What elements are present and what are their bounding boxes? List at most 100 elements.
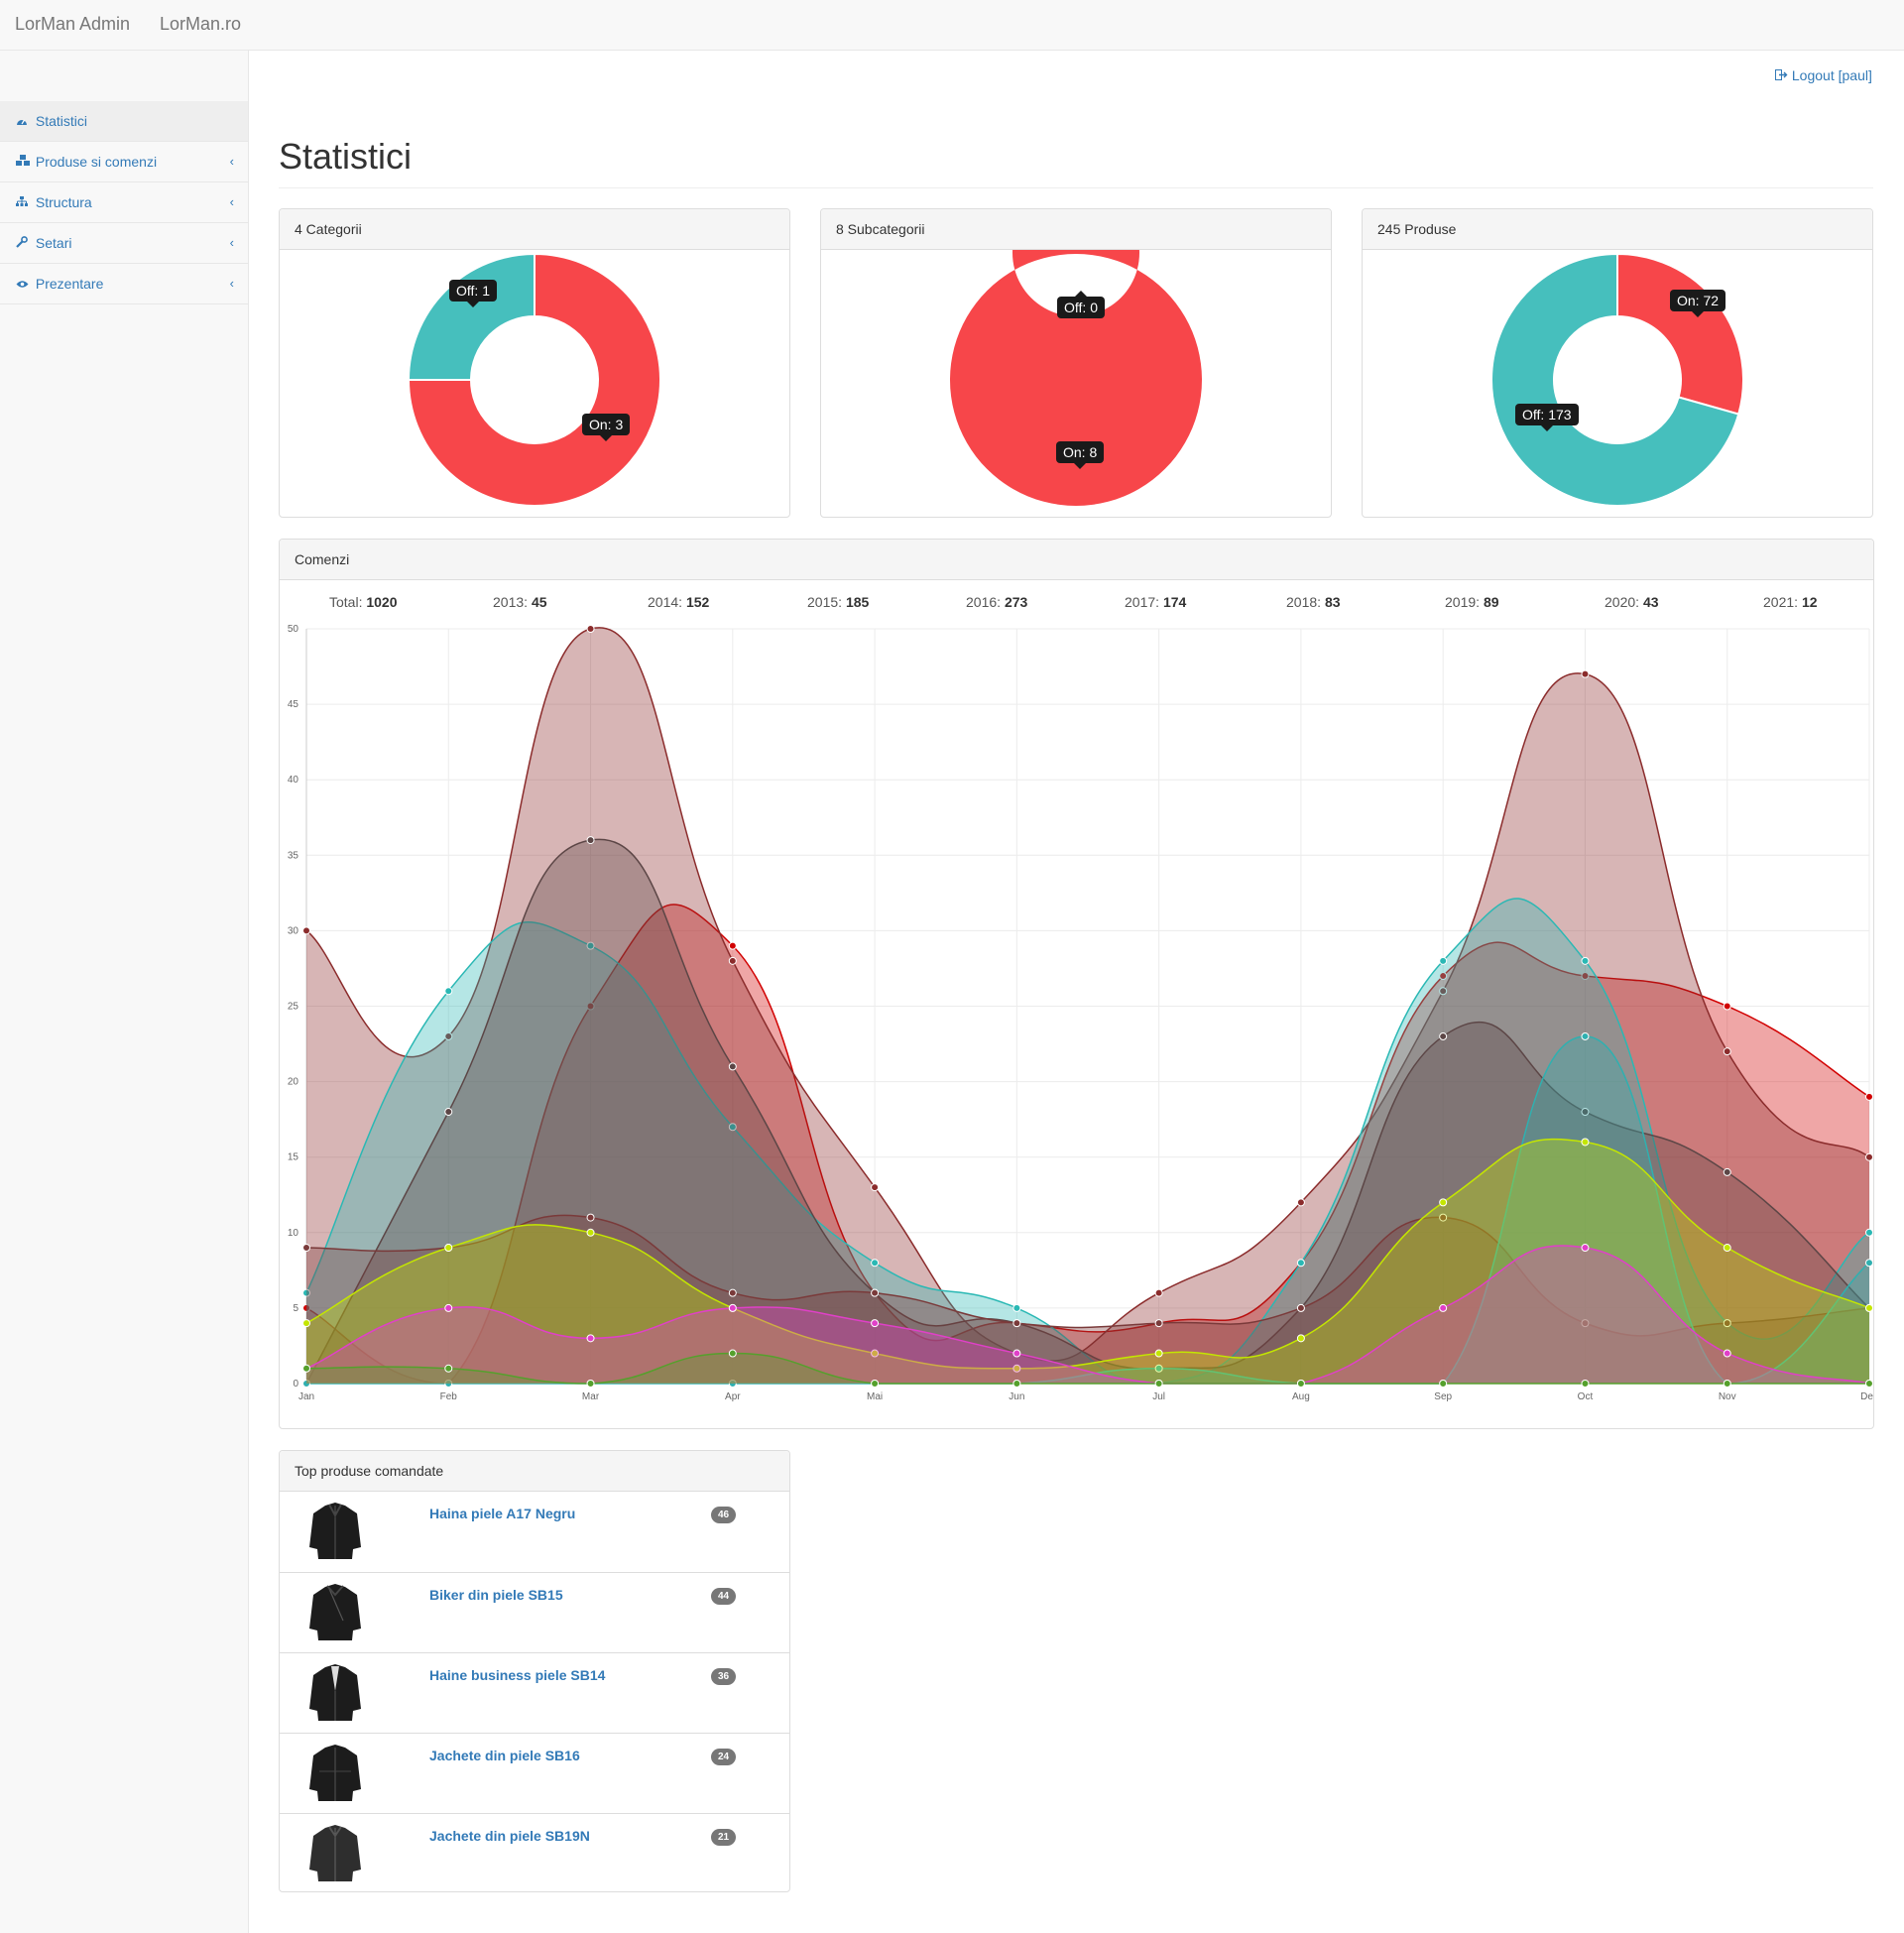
products-on-tooltip: On: 72: [1670, 290, 1726, 317]
x-tick-label: Mai: [867, 1391, 883, 1402]
sidebar-item-produse[interactable]: Produse si comenzi ‹: [0, 142, 248, 182]
sidebar-item-structura[interactable]: Structura ‹: [0, 182, 248, 223]
site-link[interactable]: LorMan.ro: [160, 14, 242, 34]
data-point: [1865, 1092, 1873, 1101]
series-area: [306, 1215, 1869, 1384]
data-point: [586, 1380, 595, 1388]
series-line: [305, 1138, 1870, 1370]
data-point: [1581, 1138, 1590, 1147]
data-point: [1723, 1167, 1731, 1176]
data-point: [728, 941, 737, 950]
data-point: [444, 987, 453, 996]
data-point: [1012, 1349, 1021, 1358]
on-segment: [950, 250, 1202, 506]
sidebar-item-label: Setari: [35, 235, 72, 251]
data-point: [1723, 1002, 1731, 1011]
x-tick-label: Jul: [1152, 1391, 1165, 1402]
product-thumbnail[interactable]: [305, 1581, 365, 1644]
data-point: [1012, 1319, 1021, 1328]
data-point: [1296, 1303, 1305, 1312]
count-badge: 24: [711, 1749, 737, 1765]
data-point: [1296, 1198, 1305, 1207]
data-point: [444, 1380, 453, 1388]
brand-link[interactable]: LorMan Admin: [15, 14, 131, 34]
data-point: [1865, 1152, 1873, 1161]
series-area: [306, 839, 1869, 1384]
data-point: [1154, 1319, 1163, 1328]
data-point: [586, 1228, 595, 1237]
products-off-tooltip: Off: 173: [1515, 404, 1579, 431]
series-area: [306, 1353, 1869, 1384]
data-point: [871, 1319, 880, 1328]
chevron-left-icon: ‹: [229, 194, 234, 209]
series-area: [306, 1245, 1869, 1384]
product-thumbnail[interactable]: [305, 1661, 365, 1725]
data-point: [1296, 1259, 1305, 1268]
data-point: [1439, 956, 1448, 965]
product-thumbnail[interactable]: [305, 1822, 365, 1885]
data-point: [1581, 956, 1590, 965]
data-point: [586, 836, 595, 845]
data-point: [728, 956, 737, 965]
count-badge: 36: [711, 1668, 737, 1685]
data-point: [1154, 1349, 1163, 1358]
logout-link[interactable]: Logout [paul]: [1775, 67, 1872, 83]
subcategories-panel-title: 8 Subcategorii: [821, 209, 1331, 250]
top-products-list: Haina piele A17 Negru 46 Biker din piele…: [280, 1492, 789, 1891]
chevron-left-icon: ‹: [229, 276, 234, 291]
products-panel: 245 Produse On: 72 Off: 173: [1362, 208, 1873, 518]
data-point: [728, 1303, 737, 1312]
data-point: [444, 1303, 453, 1312]
data-point: [1865, 1380, 1873, 1388]
sidebar-item-statistici[interactable]: Statistici: [0, 101, 248, 142]
y-tick-label: 30: [288, 925, 299, 936]
product-link[interactable]: Jachete din piele SB19N: [429, 1828, 590, 1844]
total-2017: 2017: 174: [1125, 594, 1187, 610]
data-point: [444, 1244, 453, 1253]
data-point: [1439, 1213, 1448, 1222]
data-point: [871, 1183, 880, 1192]
data-point: [586, 1334, 595, 1343]
data-point: [871, 1380, 880, 1388]
sidebar-item-setari[interactable]: Setari ‹: [0, 223, 248, 264]
y-tick-label: 20: [288, 1077, 299, 1088]
data-point: [1012, 1303, 1021, 1312]
sidebar-item-prezentare[interactable]: Prezentare ‹: [0, 264, 248, 304]
product-thumbnail[interactable]: [305, 1742, 365, 1805]
product-link[interactable]: Haine business piele SB14: [429, 1667, 606, 1683]
series-7: [302, 1138, 1873, 1384]
data-point: [871, 1288, 880, 1297]
data-point: [1154, 1380, 1163, 1388]
wrench-icon: [16, 224, 32, 264]
data-point: [302, 1319, 310, 1328]
product-link[interactable]: Haina piele A17 Negru: [429, 1506, 576, 1521]
data-point: [302, 1364, 310, 1373]
sign-out-icon: [1775, 67, 1792, 83]
x-tick-label: Feb: [440, 1391, 458, 1402]
series-2: [302, 625, 1873, 1384]
product-link[interactable]: Biker din piele SB15: [429, 1587, 563, 1603]
data-point: [1012, 1364, 1021, 1373]
x-tick-label: Jan: [298, 1391, 314, 1402]
data-point: [1723, 1244, 1731, 1253]
data-point: [1296, 1334, 1305, 1343]
dashboard-icon: [16, 102, 32, 142]
chevron-left-icon: ‹: [229, 235, 234, 250]
y-tick-label: 0: [293, 1379, 298, 1389]
series-area: [306, 904, 1869, 1384]
product-thumbnail[interactable]: [305, 1500, 365, 1563]
product-link[interactable]: Jachete din piele SB16: [429, 1748, 580, 1763]
data-point: [586, 625, 595, 633]
data-point: [728, 1380, 737, 1388]
categories-on-tooltip: On: 3: [582, 414, 631, 441]
data-point: [728, 1288, 737, 1297]
total-2014: 2014: 152: [648, 594, 710, 610]
top-navbar: LorMan Admin LorMan.ro: [0, 0, 1904, 51]
title-divider: [279, 187, 1873, 188]
list-item: Haine business piele SB14 36: [280, 1652, 789, 1733]
data-point: [728, 1349, 737, 1358]
series-line: [305, 1214, 1870, 1337]
data-point: [1581, 972, 1590, 981]
data-point: [444, 1108, 453, 1117]
series-area: [306, 627, 1869, 1384]
